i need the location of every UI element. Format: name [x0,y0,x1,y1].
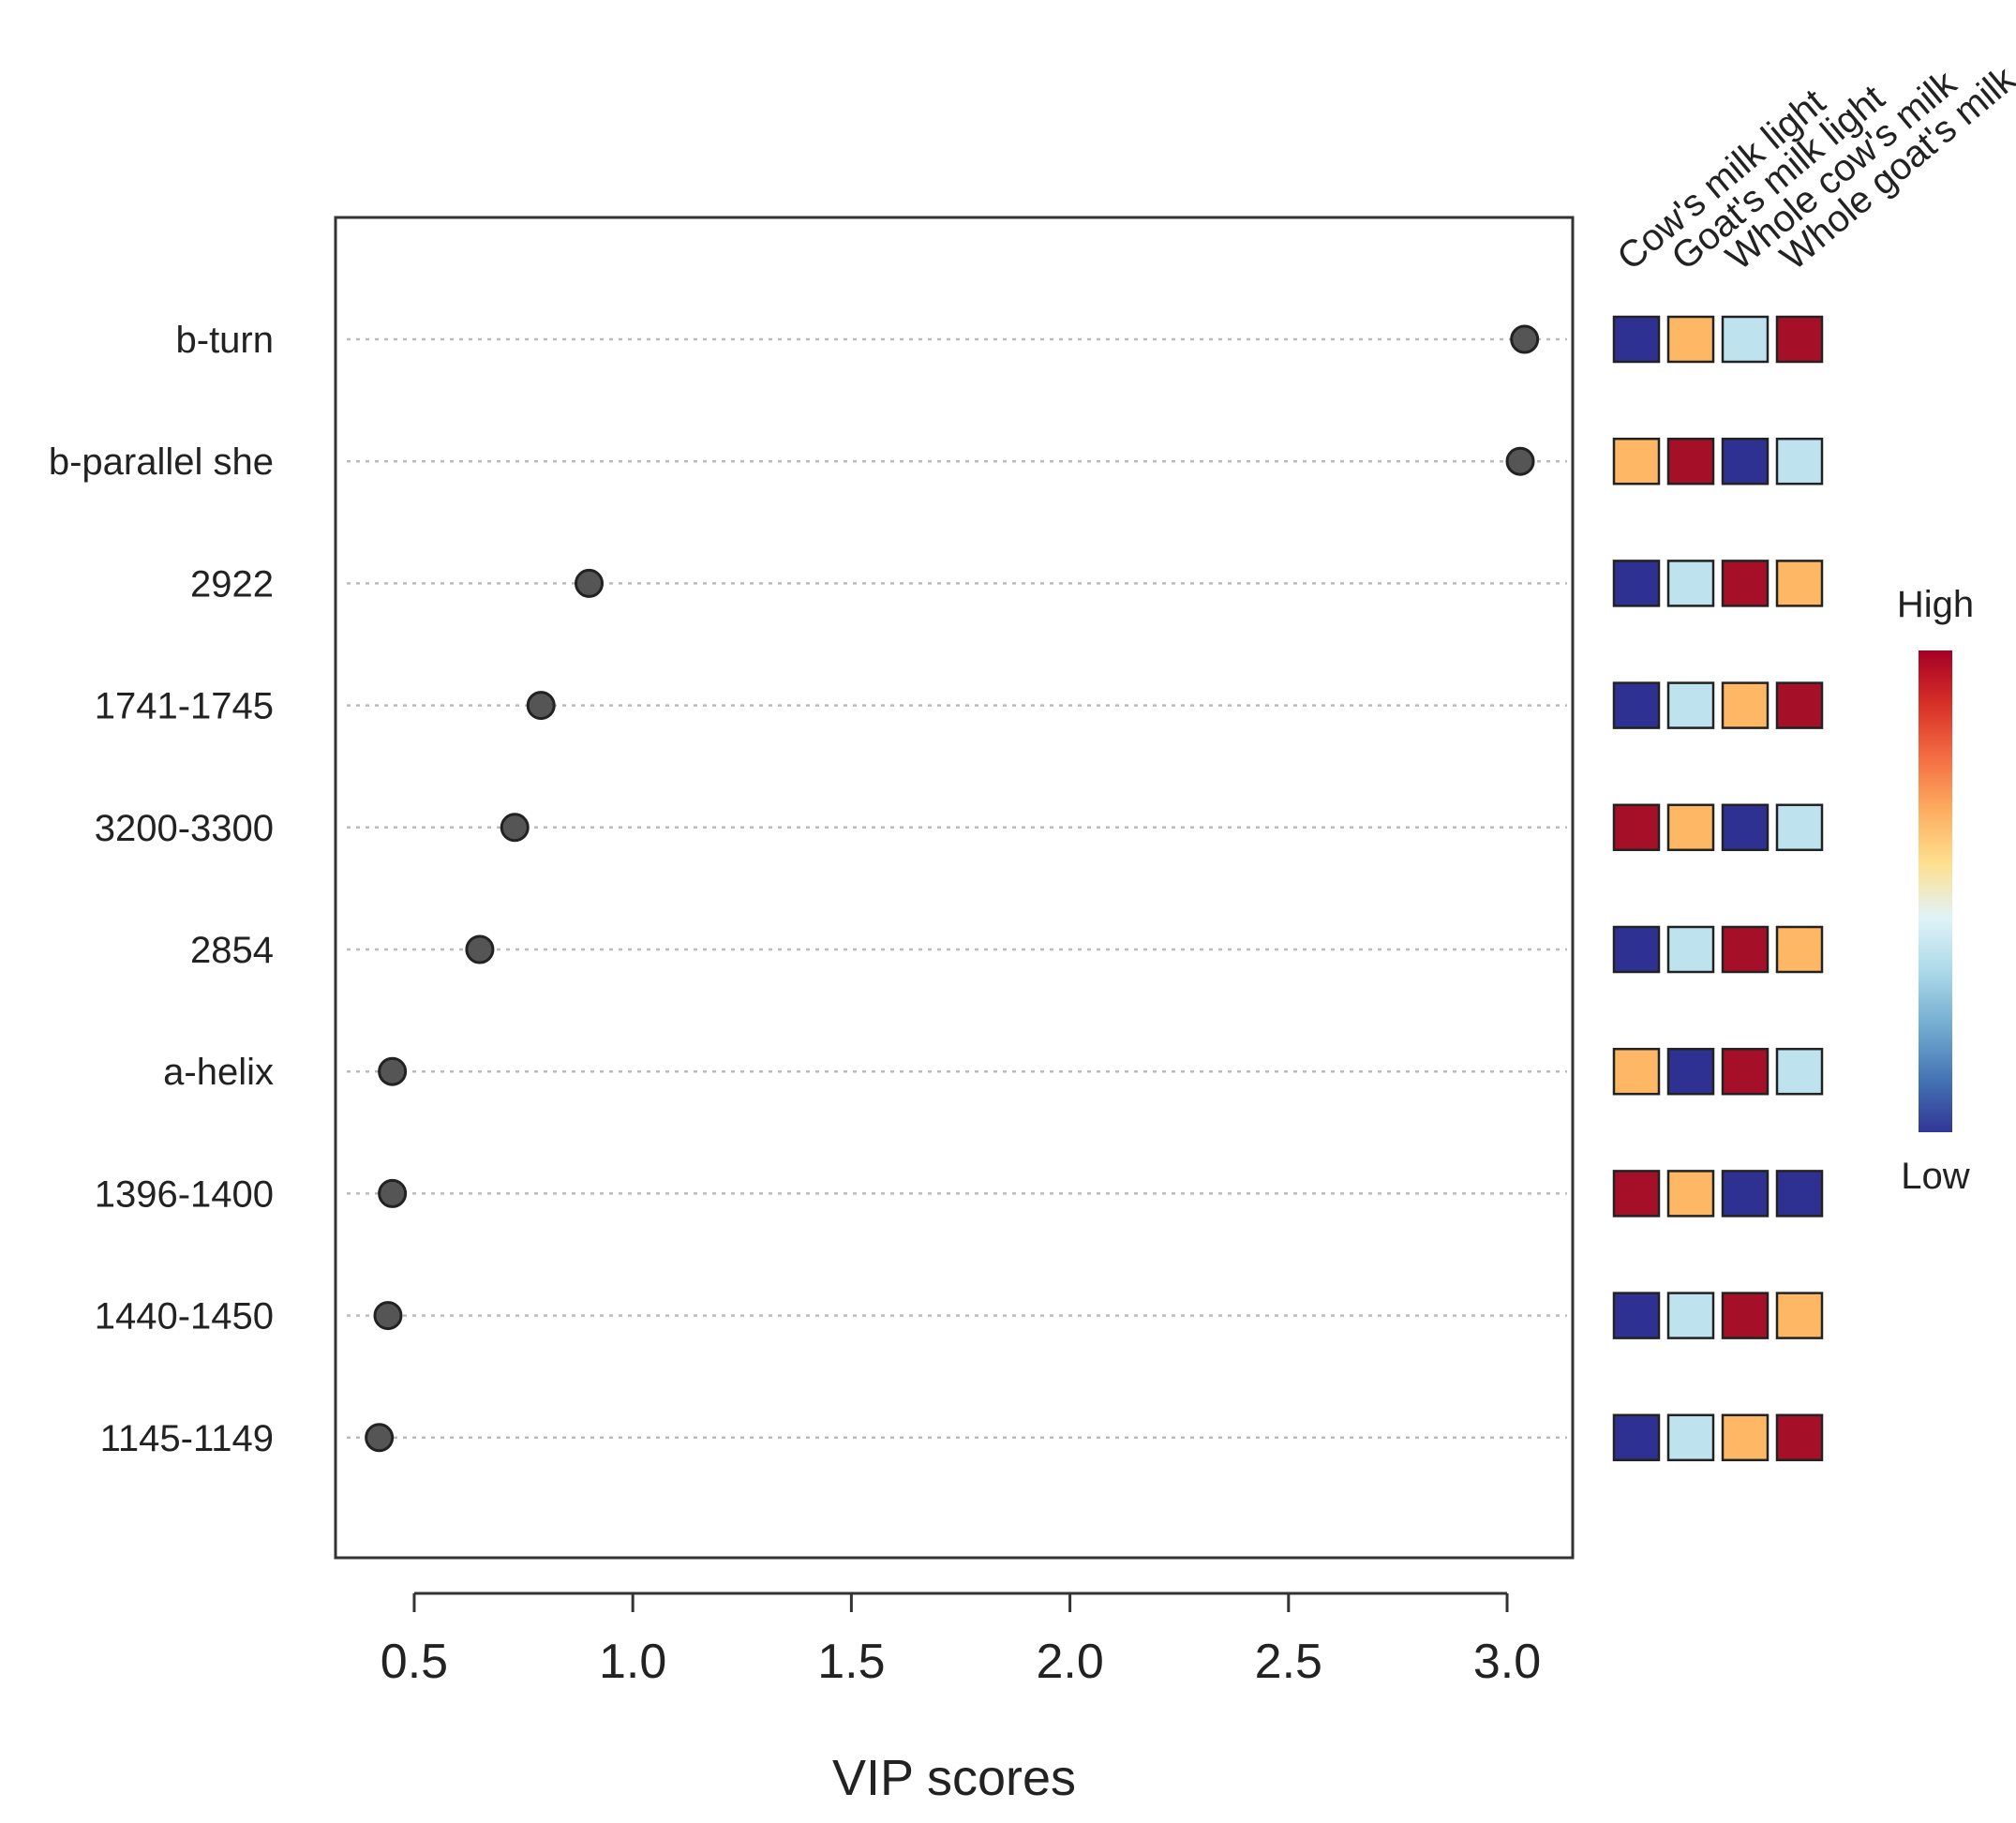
legend-colorbar [1919,650,1952,1132]
heatmap-cell [1666,803,1715,852]
vip-point [526,691,556,721]
heatmap-cell [1612,1047,1661,1096]
heatmap-cell [1666,437,1715,486]
x-tick-label: 3.0 [1473,1635,1541,1689]
heatmap-cell [1775,1413,1824,1462]
heatmap-cell [1666,1413,1715,1462]
heatmap-cell [1721,560,1770,607]
vip-point [500,813,530,843]
heatmap-cell [1666,1292,1715,1339]
heatmap-cell [1612,315,1661,364]
heatmap-cell [1666,1170,1715,1218]
vip-point [465,934,495,964]
data-points [365,324,1540,1453]
group-heatmap [1612,315,1824,1462]
y-axis-labels: b-turn b-parallel she 2922 1741-1745 3200-33… [49,320,274,1459]
x-tick-label: 1.5 [817,1635,885,1689]
heatmap-cell [1775,803,1824,852]
heatmap-cell [1612,560,1661,607]
heatmap-cell [1612,925,1661,974]
feature-label: 1440-1450 [95,1296,274,1337]
feature-label: a-helix [163,1052,274,1093]
heatmap-cell [1721,925,1770,974]
heatmap-cell [1666,560,1715,607]
heatmap-cell [1721,437,1770,486]
heatmap-cell [1775,315,1824,364]
feature-label: b-parallel she [49,441,274,483]
grid-lines [347,337,1567,1440]
vip-point [1510,324,1540,354]
heatmap-cell [1666,1047,1715,1096]
heatmap-cell [1666,925,1715,974]
plot-frame [334,216,1575,1560]
heatmap-cell [1721,681,1770,729]
x-tick-label: 1.0 [599,1635,666,1689]
heatmap-cell [1775,681,1824,729]
legend-high-label: High [1897,584,1974,625]
feature-label: 2922 [190,563,274,605]
color-legend: High Low [1897,584,1974,1197]
heatmap-cell [1612,437,1661,486]
vip-point [365,1423,395,1453]
heatmap-cell [1775,437,1824,486]
feature-label: 3200-3300 [95,808,274,849]
heatmap-cell [1612,1170,1661,1218]
heatmap-cell [1721,1170,1770,1218]
heatmap-cell [1612,803,1661,852]
heatmap-cell [1775,925,1824,974]
feature-label: b-turn [176,320,275,361]
vip-point [373,1301,403,1331]
feature-label: 1396-1400 [95,1173,274,1215]
x-tick-label: 0.5 [381,1635,448,1689]
vip-point [378,1056,408,1086]
heatmap-cell [1612,1292,1661,1339]
heatmap-cell [1666,315,1715,364]
feature-label: 1741-1745 [95,686,274,727]
vip-point [378,1178,408,1208]
heatmap-cell [1721,1292,1770,1339]
heatmap-cell [1721,1413,1770,1462]
heatmap-cell [1775,1170,1824,1218]
feature-label: 2854 [190,930,274,971]
heatmap-cell [1612,681,1661,729]
vip-point [1505,446,1535,476]
feature-label: 1145-1149 [100,1418,274,1459]
x-axis: 0.5 1.0 1.5 2.0 2.5 3.0 [381,1591,1541,1689]
heatmap-cell [1775,1047,1824,1096]
heatmap-cell [1721,803,1770,852]
heatmap-cell [1666,681,1715,729]
vip-point [575,568,605,598]
x-axis-title: VIP scores [832,1750,1076,1806]
x-tick-label: 2.0 [1036,1635,1103,1689]
heatmap-cell [1775,560,1824,607]
heatmap-cell [1721,1047,1770,1096]
x-tick-label: 2.5 [1255,1635,1322,1689]
heatmap-cell [1775,1292,1824,1339]
heatmap-cell [1721,315,1770,364]
heatmap-cell [1612,1413,1661,1462]
legend-low-label: Low [1901,1156,1969,1197]
